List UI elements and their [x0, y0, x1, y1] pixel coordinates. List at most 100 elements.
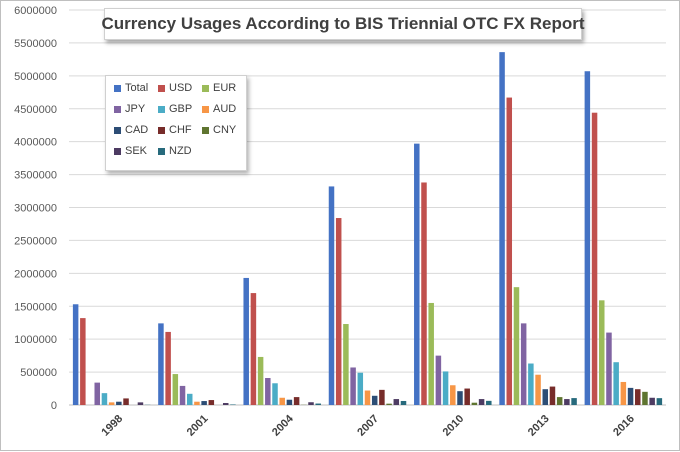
- legend-swatch: [202, 127, 209, 134]
- legend-item-cad: CAD: [114, 122, 148, 138]
- bar-cny-2007: [386, 404, 392, 405]
- bar-total-2004: [243, 278, 249, 405]
- bar-total-1998: [73, 304, 79, 405]
- y-tick-label: 5500000: [14, 38, 57, 50]
- legend-swatch: [114, 85, 121, 92]
- legend-swatch: [158, 148, 165, 155]
- y-tick-label: 2500000: [14, 235, 57, 247]
- bar-aud-2001: [194, 402, 200, 405]
- y-tick-label: 5000000: [14, 71, 57, 83]
- bar-nzd-2013: [571, 398, 577, 405]
- bar-cny-2016: [642, 392, 648, 405]
- bar-total-2016: [585, 71, 591, 405]
- bar-cad-1998: [116, 402, 122, 405]
- bar-sek-2016: [649, 398, 655, 405]
- legend-swatch: [158, 127, 165, 134]
- legend-swatch: [114, 106, 121, 113]
- bar-chf-1998: [123, 398, 129, 405]
- x-tick-label: 2013: [526, 413, 552, 439]
- bar-aud-2016: [621, 382, 627, 405]
- bar-total-2010: [414, 144, 420, 405]
- bar-jpy-2013: [521, 323, 527, 405]
- legend-item-usd: USD: [158, 80, 192, 96]
- bar-gbp-2016: [613, 362, 619, 405]
- legend-label: GBP: [169, 103, 192, 115]
- bar-cad-2004: [287, 400, 293, 405]
- legend-swatch: [114, 127, 121, 134]
- bar-chf-2016: [635, 389, 641, 405]
- bar-jpy-2016: [606, 333, 612, 405]
- bar-jpy-2001: [180, 386, 186, 405]
- bar-sek-2007: [394, 399, 400, 405]
- bar-nzd-2004: [315, 404, 321, 405]
- bar-eur-2016: [599, 300, 605, 405]
- legend-label: CHF: [169, 124, 192, 136]
- x-tick-label: 1998: [99, 413, 125, 439]
- bar-nzd-2001: [230, 404, 236, 405]
- bar-aud-2004: [279, 398, 285, 405]
- bar-usd-2004: [251, 293, 257, 405]
- bar-aud-2013: [535, 375, 541, 405]
- legend-swatch: [158, 106, 165, 113]
- legend-label: EUR: [213, 82, 236, 94]
- legend-item-cny: CNY: [202, 122, 236, 138]
- bar-gbp-2013: [528, 364, 534, 405]
- legend-item-jpy: JPY: [114, 101, 145, 117]
- bar-nzd-2010: [486, 401, 492, 405]
- bar-cad-2001: [201, 401, 207, 405]
- legend-item-aud: AUD: [202, 101, 236, 117]
- legend-item-total: Total: [114, 80, 148, 96]
- bar-cad-2016: [628, 388, 634, 405]
- bar-cny-2010: [472, 403, 478, 405]
- x-tick-label: 2001: [185, 413, 211, 439]
- bar-chf-2010: [464, 389, 470, 405]
- legend-item-sek: SEK: [114, 143, 147, 159]
- bar-eur-2001: [173, 374, 179, 405]
- legend-label: SEK: [125, 145, 147, 157]
- bar-sek-1998: [138, 402, 144, 405]
- bar-cny-2013: [557, 397, 563, 405]
- bar-gbp-2007: [358, 373, 364, 405]
- legend-label: CAD: [125, 124, 148, 136]
- y-tick-label: 0: [51, 400, 57, 412]
- bar-eur-2010: [428, 303, 434, 405]
- bar-total-2013: [499, 52, 505, 405]
- bar-total-2001: [158, 323, 164, 405]
- x-tick-label: 2007: [355, 413, 381, 439]
- legend-label: JPY: [125, 103, 145, 115]
- y-tick-label: 3500000: [14, 170, 57, 182]
- bar-eur-2007: [343, 324, 349, 405]
- bar-sek-2004: [308, 402, 314, 405]
- legend-item-eur: EUR: [202, 80, 236, 96]
- legend-swatch: [114, 148, 121, 155]
- bar-jpy-2010: [436, 356, 442, 405]
- bar-usd-2010: [421, 182, 427, 405]
- bar-jpy-2004: [265, 378, 271, 405]
- y-tick-label: 2000000: [14, 268, 57, 280]
- bar-chf-2001: [209, 400, 215, 405]
- bar-aud-2007: [365, 391, 371, 405]
- bar-gbp-2010: [443, 371, 449, 405]
- bar-chf-2013: [550, 387, 556, 405]
- y-tick-label: 500000: [20, 367, 57, 379]
- bar-cad-2013: [543, 389, 549, 405]
- bar-chf-2007: [379, 390, 385, 405]
- bar-jpy-1998: [94, 383, 100, 405]
- legend-item-gbp: GBP: [158, 101, 192, 117]
- y-tick-label: 3000000: [14, 203, 57, 215]
- x-tick-label: 2004: [270, 412, 296, 438]
- bar-gbp-2004: [272, 383, 278, 405]
- bar-usd-1998: [80, 318, 86, 405]
- bar-usd-2007: [336, 218, 342, 405]
- y-tick-label: 1000000: [14, 334, 57, 346]
- legend-swatch: [202, 106, 209, 113]
- y-tick-label: 1500000: [14, 301, 57, 313]
- legend-item-chf: CHF: [158, 122, 192, 138]
- bar-usd-2016: [592, 113, 598, 405]
- bar-jpy-2007: [350, 367, 356, 405]
- bar-aud-2010: [450, 385, 456, 405]
- bar-sek-2013: [564, 399, 570, 405]
